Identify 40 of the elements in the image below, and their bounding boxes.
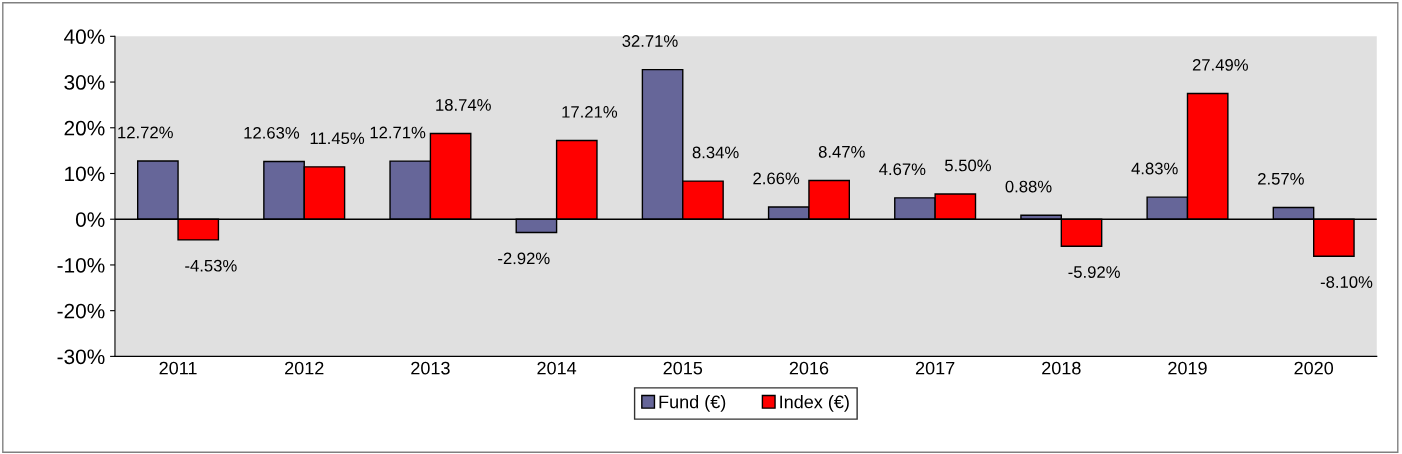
- data-label: 12.71%: [370, 126, 426, 139]
- y-tick-label: 40%: [64, 29, 105, 45]
- x-tick-label: 2020: [1294, 361, 1334, 375]
- data-label: -2.92%: [498, 252, 550, 265]
- x-tick-label: 2015: [663, 361, 703, 375]
- x-tick-label: 2013: [411, 361, 450, 375]
- data-label: 0.88%: [1005, 180, 1052, 193]
- y-tick-label: 10%: [65, 166, 105, 182]
- x-tick-label: 2012: [285, 361, 324, 375]
- y-tick-label: 0%: [75, 212, 105, 227]
- data-label: 8.34%: [692, 146, 739, 159]
- data-label: -4.53%: [185, 259, 237, 272]
- data-label: 17.21%: [562, 105, 618, 118]
- data-label: 4.83%: [1131, 162, 1178, 175]
- data-label: -8.10%: [1320, 276, 1373, 288]
- x-tick-label: 2017: [915, 361, 955, 375]
- legend-label: Fund (€): [659, 395, 726, 412]
- data-label: 12.63%: [244, 126, 300, 139]
- data-label: -5.92%: [1068, 266, 1120, 278]
- y-tick-label: -20%: [57, 303, 105, 319]
- data-label: 11.45%: [310, 132, 365, 145]
- y-tick-label: -10%: [57, 257, 105, 273]
- data-label: 12.72%: [118, 126, 173, 139]
- data-label: 5.50%: [944, 159, 991, 172]
- data-label: 8.47%: [818, 145, 865, 158]
- x-tick-label: 2018: [1042, 361, 1081, 375]
- y-tick-label: 20%: [64, 120, 105, 136]
- legend-label: Index (€): [780, 395, 849, 412]
- x-tick-label: 2016: [789, 361, 829, 375]
- x-tick-label: 2011: [159, 361, 197, 375]
- x-tick-label: 2014: [537, 361, 577, 375]
- data-label: 2.66%: [753, 172, 800, 185]
- data-label: 27.49%: [1192, 58, 1248, 71]
- y-tick-label: -30%: [57, 349, 105, 365]
- y-tick-label: 30%: [64, 75, 105, 90]
- data-label: 4.67%: [879, 163, 926, 176]
- data-label: 32.71%: [622, 35, 678, 47]
- x-tick-label: 2019: [1168, 361, 1207, 375]
- data-label: 2.57%: [1258, 172, 1304, 185]
- data-label: 18.74%: [436, 98, 491, 111]
